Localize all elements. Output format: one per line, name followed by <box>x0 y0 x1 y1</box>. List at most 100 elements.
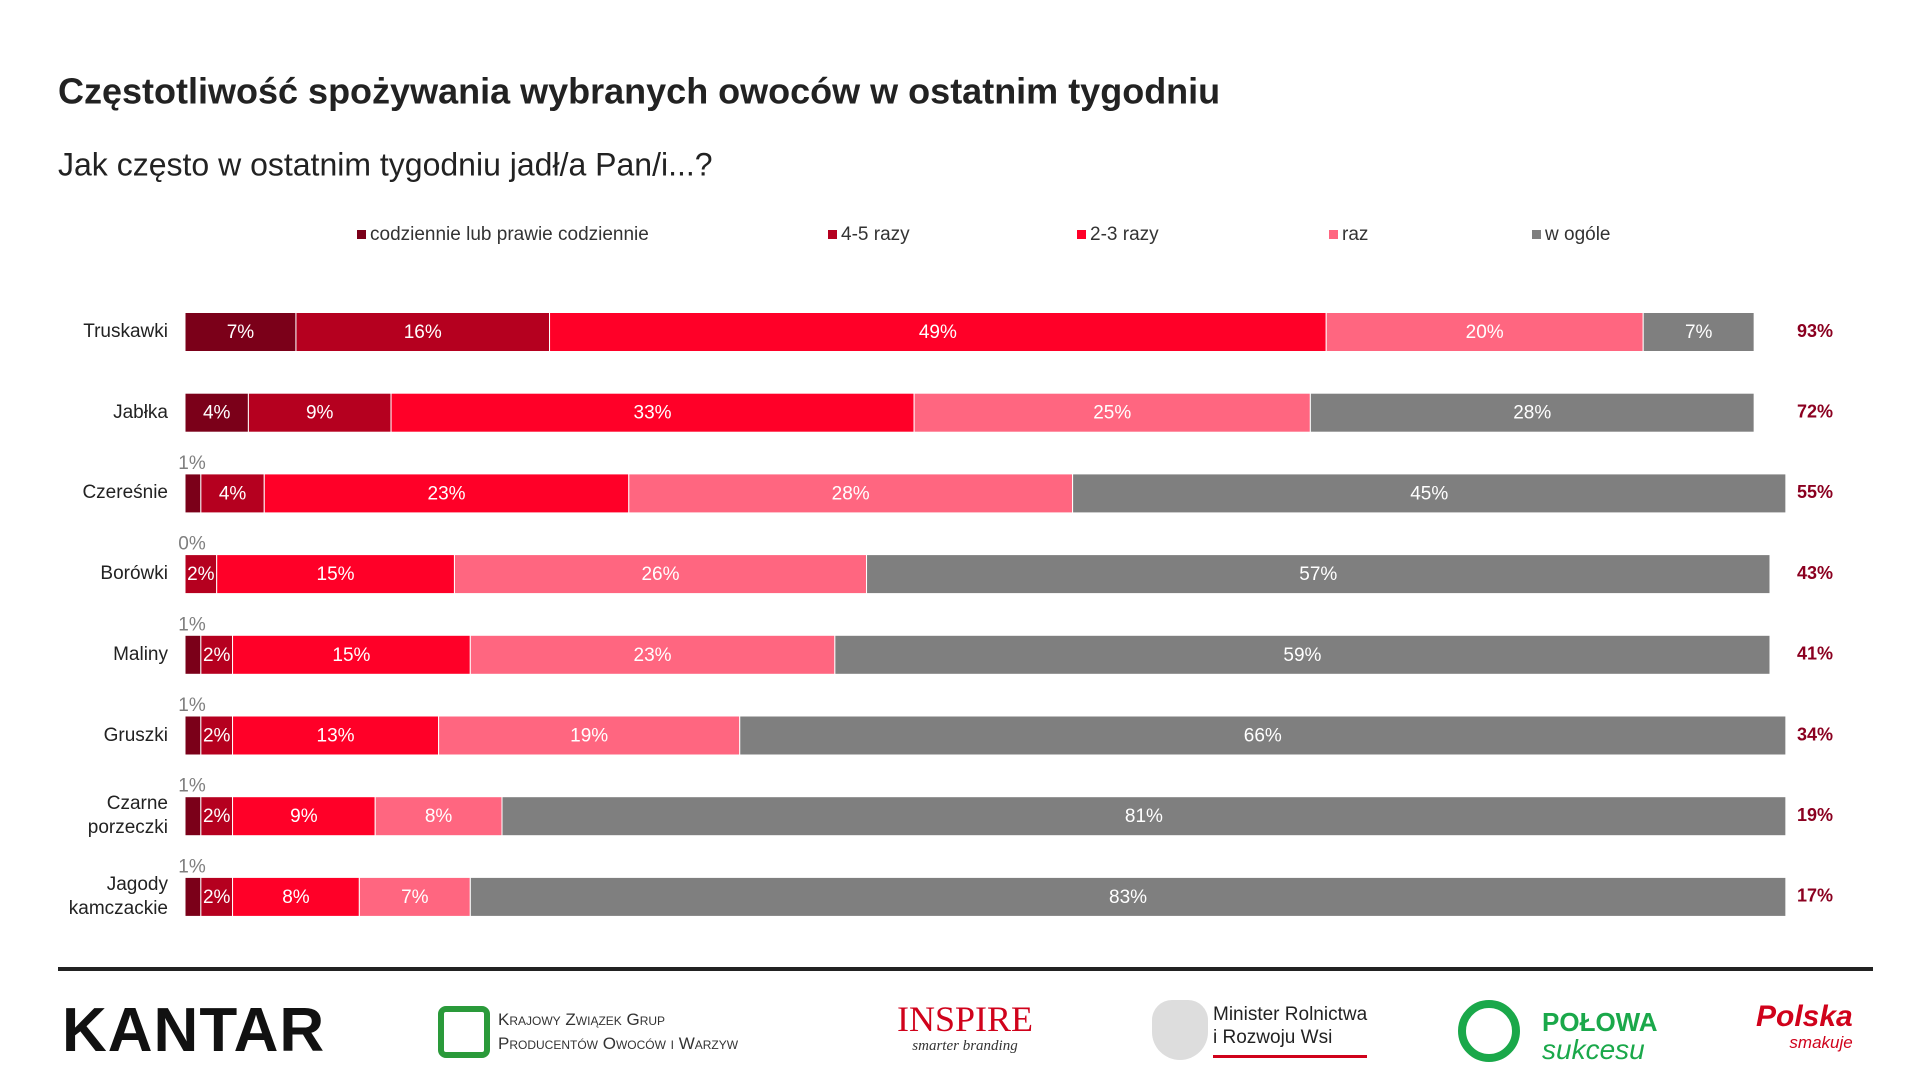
category-label: Czereśnie <box>82 482 168 504</box>
bar-segment <box>184 473 202 514</box>
value-label: 83% <box>1109 887 1147 908</box>
bar-segment <box>200 473 265 514</box>
bar-segment <box>438 715 741 756</box>
total-label: 72% <box>1797 401 1833 421</box>
value-label: 16% <box>404 322 442 343</box>
value-label: 2% <box>203 645 231 666</box>
logo-text: Polska <box>1756 1000 1853 1033</box>
logo-text: smakuje <box>1789 1033 1853 1052</box>
value-label: 57% <box>1299 564 1337 585</box>
total-label: 55% <box>1797 482 1833 502</box>
bar-segment <box>374 796 503 837</box>
logo-minister: Minister Rolnictwa i Rozwoju Wsi <box>1213 1003 1368 1058</box>
value-label: 8% <box>425 806 453 827</box>
value-label: 1% <box>178 614 206 635</box>
bar-segment <box>232 715 440 756</box>
value-label: 1% <box>178 856 206 877</box>
bar-segment <box>216 554 455 595</box>
category-label: Borówki <box>100 563 168 585</box>
bar-segment <box>232 876 360 917</box>
value-label: 28% <box>1513 403 1551 424</box>
bar-segment <box>1072 473 1787 514</box>
logo-text: smarter branding <box>912 1038 1018 1054</box>
bar-segment <box>200 634 234 675</box>
value-label: 9% <box>290 806 318 827</box>
value-label: 1% <box>178 776 206 797</box>
logo-text: i Rozwoju Wsi <box>1213 1027 1333 1048</box>
value-label: 9% <box>306 403 334 424</box>
bar-segment <box>469 876 1787 917</box>
bar-segment <box>501 796 1787 837</box>
total-label: 34% <box>1797 724 1833 744</box>
bar-segment <box>184 715 202 756</box>
bar-segment <box>232 634 471 675</box>
value-label: 45% <box>1410 483 1448 504</box>
logo-polowa-icon <box>1458 1000 1520 1062</box>
value-label: 59% <box>1283 645 1321 666</box>
bar-segment <box>866 554 1771 595</box>
logo-kzg: Krajowy Związek Grup Producentów Owoców i… <box>498 1008 738 1056</box>
value-label: 66% <box>1244 726 1282 747</box>
value-label: 15% <box>332 645 370 666</box>
value-label: 0% <box>178 534 206 555</box>
logo-text: Minister Rolnictwa <box>1213 1004 1368 1025</box>
value-label: 28% <box>832 483 870 504</box>
logo-polowa: POŁOWA sukcesu <box>1542 1008 1658 1064</box>
bar-segment <box>628 473 1074 514</box>
value-label: 49% <box>919 322 957 343</box>
logo-kantar: KANTAR <box>62 996 326 1065</box>
legend-label: w ogóle <box>1544 224 1611 245</box>
category-label: Truskawki <box>83 321 168 342</box>
value-label: 2% <box>203 887 231 908</box>
value-label: 7% <box>401 887 429 908</box>
logo-polska: Polska smakuje <box>1756 1000 1853 1056</box>
bar-segment <box>295 312 551 352</box>
total-label: 93% <box>1797 321 1833 341</box>
total-label: 17% <box>1797 886 1833 906</box>
value-label: 20% <box>1466 322 1504 343</box>
category-label: Jagody kamczackie <box>68 873 168 919</box>
legend-label: 2-3 razy <box>1090 224 1159 245</box>
value-label: 81% <box>1125 806 1163 827</box>
bar-segment <box>549 312 1327 352</box>
logo-text: POŁOWA <box>1542 1007 1658 1037</box>
value-label: 33% <box>634 403 672 424</box>
bar-segment <box>469 634 836 675</box>
value-label: 23% <box>428 483 466 504</box>
value-label: 25% <box>1093 403 1131 424</box>
logo-text: Producentów Owoców i Warzyw <box>498 1034 739 1053</box>
bar-segment <box>184 876 202 917</box>
legend-swatch <box>1329 230 1338 239</box>
bar-segment <box>358 876 471 917</box>
legend-swatch <box>1077 230 1086 239</box>
total-label: 19% <box>1797 805 1833 825</box>
bar-segment <box>834 634 1771 675</box>
category-label: Gruszki <box>103 724 168 746</box>
total-label: 43% <box>1797 563 1833 583</box>
value-label: 2% <box>203 806 231 827</box>
logo-inspire: INSPIRE smarter branding <box>897 1000 1033 1055</box>
legend-swatch <box>357 230 366 239</box>
value-label: 7% <box>1685 322 1713 343</box>
bar-segment <box>184 392 249 433</box>
logo-text: sukcesu <box>1542 1034 1645 1065</box>
value-label: 8% <box>282 887 310 908</box>
value-label: 7% <box>227 322 255 343</box>
bar-segment <box>184 554 218 595</box>
bar-segment <box>184 796 202 837</box>
value-label: 2% <box>187 564 215 585</box>
legend-swatch <box>828 230 837 239</box>
bar-segment <box>739 715 1787 756</box>
logo-kzg-icon <box>438 1006 490 1058</box>
category-label: Jabłka <box>113 401 168 423</box>
bar-segment <box>913 392 1311 433</box>
category-label: Maliny <box>113 643 168 665</box>
bar-segment <box>390 392 915 433</box>
bar-segment <box>232 796 376 837</box>
value-label: 26% <box>641 564 679 585</box>
value-label: 1% <box>178 695 206 716</box>
legend-label: codziennie lub prawie codziennie <box>370 224 649 245</box>
bar-segment <box>1642 312 1755 352</box>
